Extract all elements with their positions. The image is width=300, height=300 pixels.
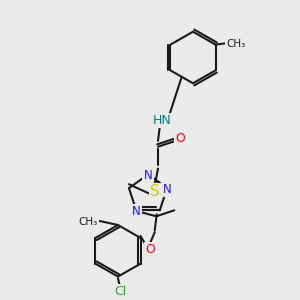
Text: CH₃: CH₃	[226, 39, 245, 49]
Text: CH₃: CH₃	[79, 217, 98, 227]
Text: Cl: Cl	[114, 286, 126, 298]
Text: N: N	[132, 205, 141, 218]
Text: N: N	[144, 169, 152, 182]
Text: S: S	[150, 184, 160, 199]
Text: O: O	[145, 243, 155, 256]
Text: HN: HN	[153, 114, 171, 127]
Text: N: N	[163, 183, 171, 196]
Text: O: O	[175, 132, 185, 145]
